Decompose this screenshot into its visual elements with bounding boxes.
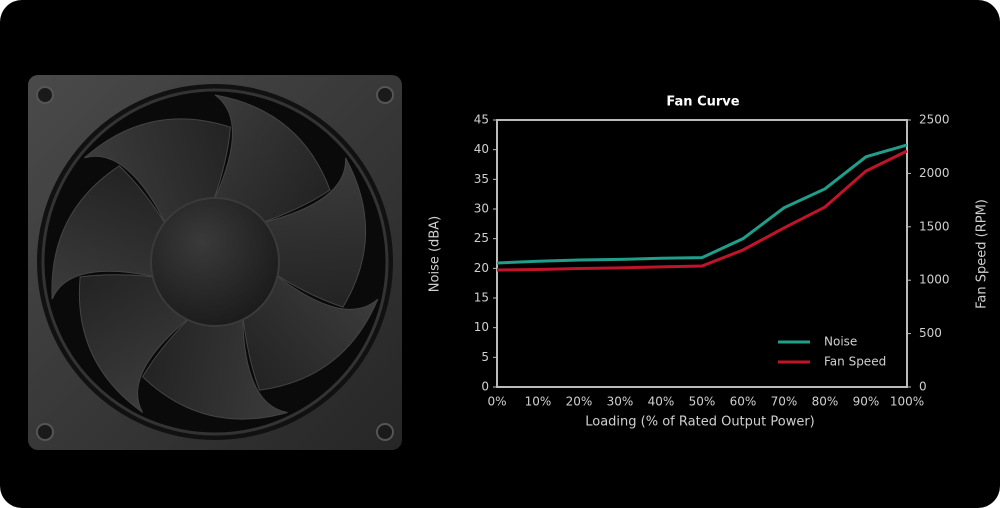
legend-label: Fan Speed [824,355,886,369]
x-tick-label: 20% [566,395,593,409]
y2-axis-title: Fan Speed (RPM) [975,199,990,309]
y-tick-label: 45 [474,113,489,127]
y-tick-label: 0 [481,380,489,394]
plot-frame [496,119,908,388]
x-tick-label: 100% [890,395,924,409]
y2-tick-label: 500 [919,326,942,340]
fan-illustration [28,75,402,450]
y2-tick-label: 1000 [919,273,950,287]
y2-tick-label: 0 [919,380,927,394]
y-tick-label: 20 [474,261,489,275]
y-tick-label: 10 [474,320,489,334]
x-tick-label: 10% [525,395,552,409]
y-tick-label: 5 [481,350,489,364]
chart-title: Fan Curve [666,95,739,110]
y2-tick-label: 2000 [919,166,950,180]
x-tick-label: 60% [730,395,757,409]
x-tick-label: 80% [812,395,839,409]
y-axis-title: Noise (dBA) [428,216,443,292]
line-series [496,149,908,272]
x-tick-label: 0% [487,395,506,409]
x-tick-label: 70% [771,395,798,409]
line-series [496,143,908,265]
fan-blade [213,157,367,308]
fan-blade [141,260,288,420]
x-tick-label: 90% [853,395,880,409]
x-tick-label: 40% [648,395,675,409]
y-tick-label: 30 [474,202,489,216]
y2-tick-label: 1500 [919,219,950,233]
y2-tick-label: 2500 [919,113,950,127]
y-tick-label: 35 [474,172,489,186]
x-axis-title: Loading (% of Rated Output Power) [585,415,815,430]
legend-label: Noise [824,335,857,349]
y-tick-label: 25 [474,231,489,245]
x-tick-label: 50% [689,395,716,409]
y-tick-label: 15 [474,291,489,305]
x-tick-label: 30% [607,395,634,409]
y-tick-label: 40 [474,142,489,156]
